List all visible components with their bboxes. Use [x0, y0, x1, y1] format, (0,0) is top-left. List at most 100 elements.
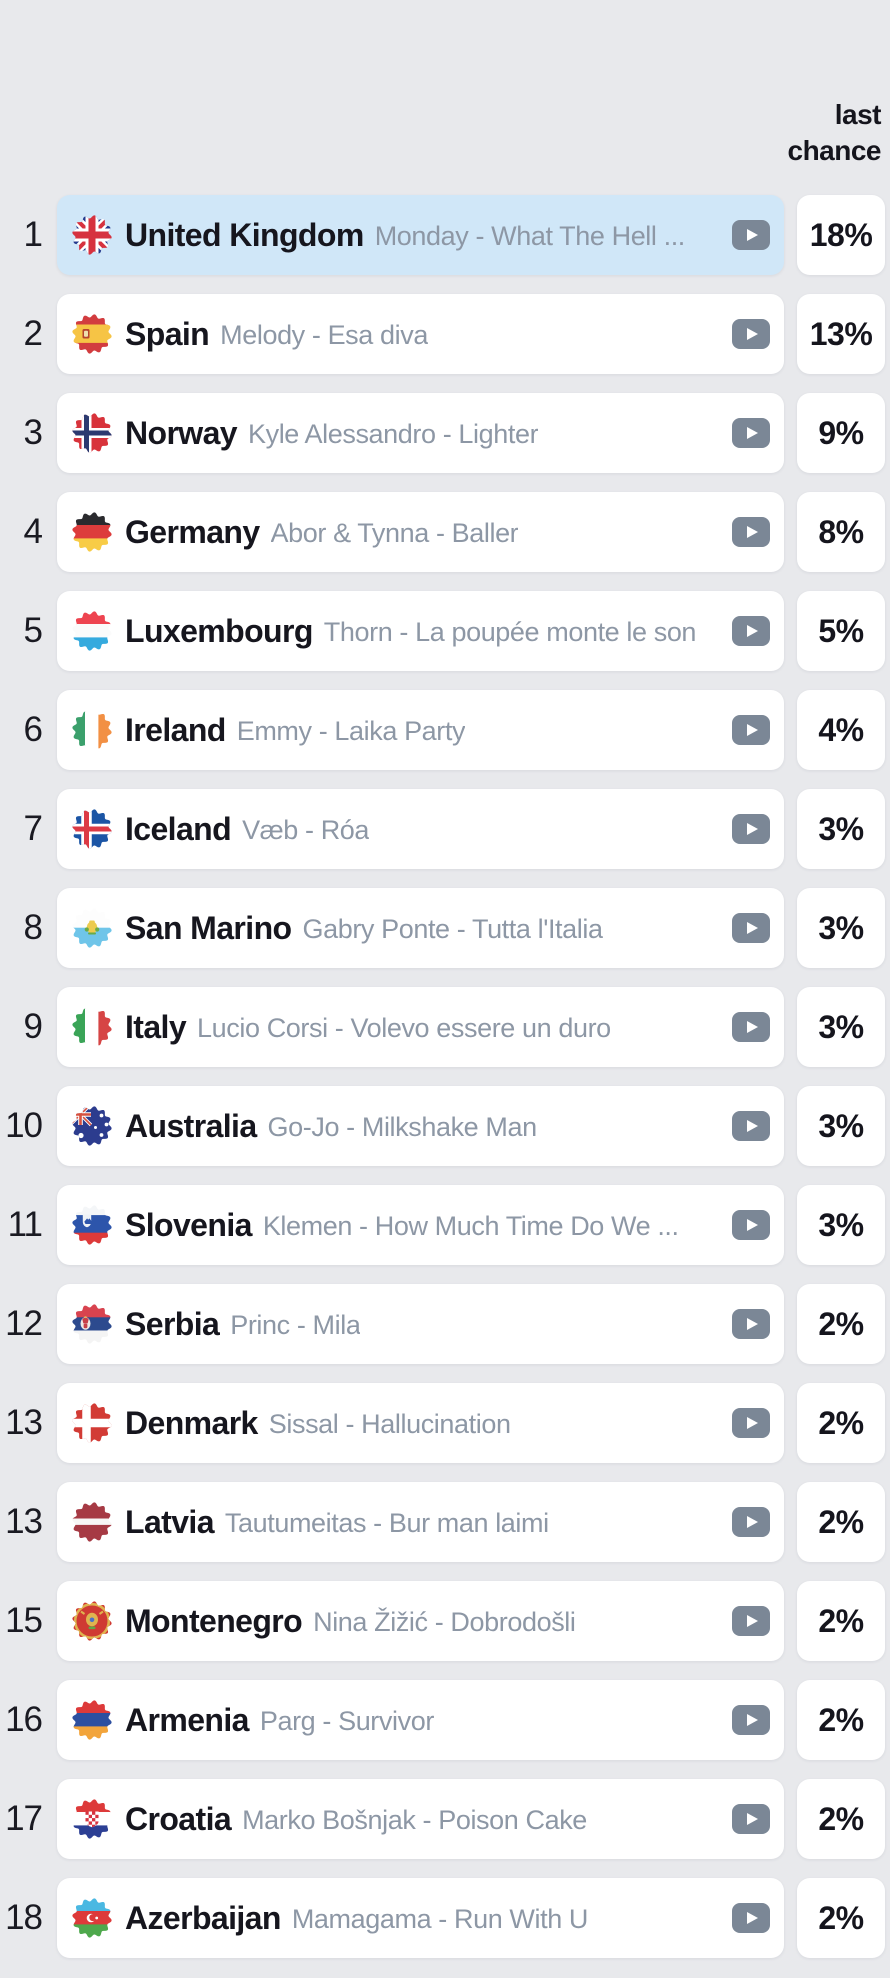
entry-card[interactable]: Slovenia Klemen - How Much Time Do We ..…	[57, 1185, 784, 1265]
play-video-button[interactable]	[732, 1309, 770, 1339]
entry-card[interactable]: Croatia Marko Bošnjak - Poison Cake	[57, 1779, 784, 1859]
last-chance-percentage: 5%	[797, 591, 885, 671]
header-spacer	[0, 97, 780, 169]
country-flag-icon	[72, 1601, 112, 1641]
country-name: Germany	[125, 513, 260, 550]
entry-card[interactable]: Ireland Emmy - Laika Party	[57, 690, 784, 770]
rank-number: 6	[23, 710, 43, 749]
play-video-button[interactable]	[732, 319, 770, 349]
last-chance-percentage: 2%	[797, 1581, 885, 1661]
play-icon	[747, 328, 758, 340]
last-chance-percentage: 3%	[797, 987, 885, 1067]
play-video-button[interactable]	[732, 1210, 770, 1240]
play-icon	[747, 625, 758, 637]
last-chance-percentage: 2%	[797, 1680, 885, 1760]
entry-card[interactable]: Luxembourg Thorn - La poupée monte le so…	[57, 591, 784, 671]
artist-song: Klemen - How Much Time Do We ...	[262, 1210, 679, 1241]
play-video-button[interactable]	[732, 715, 770, 745]
country-flag-icon	[72, 611, 112, 651]
artist-song: Mamagama - Run With U	[291, 1903, 589, 1934]
entry-card[interactable]: Germany Abor & Tynna - Baller	[57, 492, 784, 572]
play-icon	[747, 1813, 758, 1825]
play-icon	[747, 427, 758, 439]
entry-card[interactable]: Spain Melody - Esa diva	[57, 294, 784, 374]
rank-number: 15	[5, 1601, 43, 1640]
last-chance-percentage: 2%	[797, 1482, 885, 1562]
list-header: last chance	[0, 97, 885, 169]
country-flag-icon	[72, 1898, 112, 1938]
rank-number: 8	[23, 908, 43, 947]
play-video-button[interactable]	[732, 1507, 770, 1537]
last-chance-percentage: 2%	[797, 1383, 885, 1463]
country-flag-icon	[72, 215, 112, 255]
country-flag-icon	[72, 314, 112, 354]
play-video-button[interactable]	[732, 1111, 770, 1141]
country-flag-icon	[72, 413, 112, 453]
country-name: Australia	[125, 1107, 257, 1144]
entry-card[interactable]: Latvia Tautumeitas - Bur man laimi	[57, 1482, 784, 1562]
entry-card[interactable]: Azerbaijan Mamagama - Run With U	[57, 1878, 784, 1958]
rank-number: 2	[23, 314, 43, 353]
play-video-button[interactable]	[732, 913, 770, 943]
header-line-2: chance	[787, 135, 882, 166]
country-name: Armenia	[125, 1701, 249, 1738]
rank-number: 5	[23, 611, 43, 650]
entry-row: 18 Azerbaijan Mamagama - Run With U 2%	[0, 1878, 885, 1958]
play-video-button[interactable]	[732, 220, 770, 250]
country-name: Spain	[125, 315, 210, 352]
entry-card[interactable]: Armenia Parg - Survivor	[57, 1680, 784, 1760]
play-video-button[interactable]	[732, 1606, 770, 1636]
entry-row: 16 Armenia Parg - Survivor 2%	[0, 1680, 885, 1760]
country-flag-icon	[72, 1403, 112, 1443]
entry-card[interactable]: Serbia Princ - Mila	[57, 1284, 784, 1364]
rank-number: 16	[5, 1700, 43, 1739]
country-name: Serbia	[125, 1305, 220, 1342]
artist-song: Princ - Mila	[230, 1309, 361, 1340]
play-video-button[interactable]	[732, 1408, 770, 1438]
artist-song: Marko Bošnjak - Poison Cake	[242, 1804, 587, 1835]
last-chance-percentage: 3%	[797, 888, 885, 968]
entry-card[interactable]: Montenegro Nina Žižić - Dobrodošli	[57, 1581, 784, 1661]
play-video-button[interactable]	[732, 418, 770, 448]
play-video-button[interactable]	[732, 1903, 770, 1933]
play-video-button[interactable]	[732, 1804, 770, 1834]
play-video-button[interactable]	[732, 517, 770, 547]
entry-card[interactable]: Italy Lucio Corsi - Volevo essere un dur…	[57, 987, 784, 1067]
country-name: Ireland	[125, 711, 226, 748]
artist-song: Lucio Corsi - Volevo essere un duro	[197, 1012, 611, 1043]
entry-card[interactable]: Norway Kyle Alessandro - Lighter	[57, 393, 784, 473]
last-chance-percentage: 3%	[797, 789, 885, 869]
entry-row: 6 Ireland Emmy - Laika Party 4%	[0, 690, 885, 770]
last-chance-percentage: 8%	[797, 492, 885, 572]
play-icon	[747, 1714, 758, 1726]
entry-card[interactable]: Denmark Sissal - Hallucination	[57, 1383, 784, 1463]
country-flag-icon	[72, 1205, 112, 1245]
entry-card[interactable]: Iceland Væb - Róa	[57, 789, 784, 869]
entry-card[interactable]: Australia Go-Jo - Milkshake Man	[57, 1086, 784, 1166]
artist-song: Nina Žižić - Dobrodošli	[313, 1606, 576, 1637]
entry-row: 2 Spain Melody - Esa diva 13%	[0, 294, 885, 374]
entry-card[interactable]: United Kingdom Monday - What The Hell ..…	[57, 195, 784, 275]
rank-number: 1	[23, 215, 43, 254]
entry-card[interactable]: San Marino Gabry Ponte - Tutta l'Italia	[57, 888, 784, 968]
country-flag-icon	[72, 710, 112, 750]
country-name: San Marino	[125, 909, 292, 946]
rank-number: 10	[5, 1106, 43, 1145]
artist-song: Tautumeitas - Bur man laimi	[224, 1507, 549, 1538]
artist-song: Abor & Tynna - Baller	[270, 517, 519, 548]
play-icon	[747, 526, 758, 538]
artist-song: Melody - Esa diva	[220, 319, 428, 350]
play-video-button[interactable]	[732, 1012, 770, 1042]
rank-number: 3	[23, 413, 43, 452]
play-icon	[747, 1615, 758, 1627]
play-video-button[interactable]	[732, 814, 770, 844]
country-name: Latvia	[125, 1503, 214, 1540]
play-video-button[interactable]	[732, 1705, 770, 1735]
play-video-button[interactable]	[732, 616, 770, 646]
country-flag-icon	[72, 1304, 112, 1344]
artist-song: Gabry Ponte - Tutta l'Italia	[302, 913, 603, 944]
rank-number: 13	[5, 1403, 43, 1442]
artist-song: Monday - What The Hell ...	[374, 220, 685, 251]
country-name: United Kingdom	[125, 216, 364, 253]
